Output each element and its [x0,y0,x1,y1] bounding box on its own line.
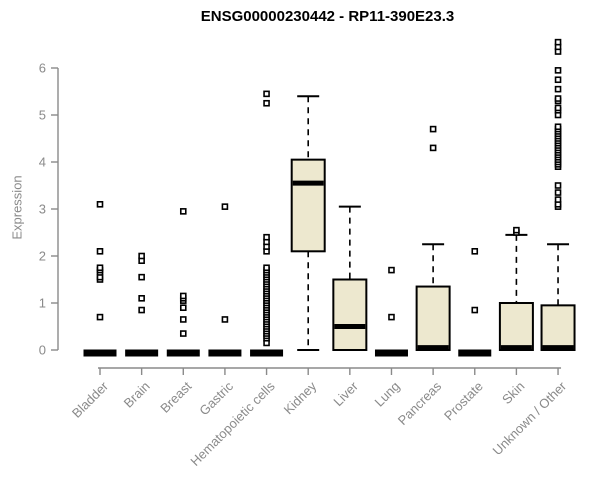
collapsed-box [458,349,492,357]
collapsed-box [374,349,408,357]
outlier-point [263,233,270,241]
x-tick-label: Unknown / Other [490,378,570,458]
x-tick-label: Skin [499,379,527,407]
outlier-point [138,273,145,281]
collapsed-box [208,349,242,357]
outlier-point [554,189,562,196]
outlier-point [388,266,395,274]
outlier-point [138,252,145,260]
y-tick-label: 5 [39,108,46,123]
outlier-point [554,182,562,189]
x-tick-label: Prostate [441,379,486,424]
x-tick-label: Brain [121,379,153,411]
outlier-point [263,99,270,107]
outlier-point [138,294,145,302]
outlier-point [179,316,187,323]
x-tick-label: Lung [372,379,403,410]
outlier-point [554,104,562,112]
outlier-point [471,306,479,314]
outlier-point [96,264,104,272]
x-tick-label: Kidney [281,378,320,417]
x-tick-label: Liver [330,378,361,409]
collapsed-box [166,349,200,357]
y-tick-label: 3 [39,202,46,217]
x-tick-label: Pancreas [395,378,445,428]
outlier-point [554,67,562,74]
outlier-point [554,76,562,84]
box [498,302,534,351]
outlier-point [554,85,562,93]
outlier-point [388,313,395,321]
x-tick-label: Breast [157,378,194,415]
x-tick-label: Gastric [196,378,236,418]
outlier-point [221,203,229,210]
outlier-point [96,248,104,255]
y-tick-label: 6 [39,61,46,76]
outlier-point [554,95,562,102]
outlier-point [179,304,187,312]
outlier-point [138,306,145,314]
box [332,278,368,351]
outlier-point [554,196,562,203]
box [415,285,451,351]
outlier-point [263,264,270,272]
box [290,158,326,253]
collapsed-box [250,349,284,357]
outlier-point [221,316,229,323]
outlier-point [96,313,104,321]
box [540,304,576,352]
collapsed-box [83,349,117,357]
outlier-point [96,201,104,208]
outlier-point [179,330,187,337]
outlier-point [179,292,187,300]
outlier-point [471,248,479,255]
y-tick-label: 4 [39,155,46,170]
outlier-point [513,226,520,234]
outlier-point [429,125,437,133]
outlier-point [429,144,437,152]
y-tick-label: 1 [39,296,46,311]
outlier-point [554,123,562,131]
outlier-point [554,38,562,46]
outlier-point [179,208,187,215]
plot-title: ENSG00000230442 - RP11-390E23.3 [200,8,455,25]
y-tick-label: 0 [39,343,46,358]
x-tick-label: Bladder [69,378,112,421]
y-tick-label: 2 [39,249,46,264]
collapsed-box [125,349,159,357]
outlier-point [263,90,270,98]
